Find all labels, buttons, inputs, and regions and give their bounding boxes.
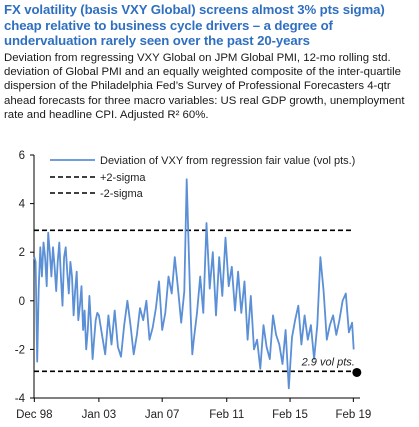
annotation-label: 2.9 vol pts. xyxy=(301,356,355,368)
y-tick-label: 6 xyxy=(19,150,25,162)
legend: Deviation of VXY from regression fair va… xyxy=(50,155,355,200)
series-line xyxy=(33,178,355,390)
legend-entry-plus-2-sigma-label: +2-sigma xyxy=(100,172,146,184)
legend-entry-minus-2-sigma-label: -2-sigma xyxy=(100,188,144,200)
x-tick-label: Feb 19 xyxy=(335,409,371,421)
chart-title: FX volatility (basis VXY Global) screens… xyxy=(4,2,385,48)
y-tick-label: 0 xyxy=(19,296,25,308)
y-tick-label: 4 xyxy=(19,199,26,211)
legend-entry-deviation-label: Deviation of VXY from regression fair va… xyxy=(100,155,355,167)
x-tick-label: Feb 11 xyxy=(209,409,244,421)
y-tick-label: 2 xyxy=(19,247,25,259)
chart-axes: 6 4 2 0 -2 -4 Dec 98 Jan 03 Jan 07 Feb 11 Feb 15 Fe… xyxy=(15,150,371,421)
y-tick-label: -4 xyxy=(15,393,26,405)
y-tick-label: -2 xyxy=(15,344,25,356)
chart-subtitle: Deviation from regressing VXY Global on … xyxy=(4,52,405,121)
x-tick-label: Jan 07 xyxy=(145,409,180,421)
series-group xyxy=(33,178,355,390)
reference-lines xyxy=(34,229,354,373)
x-tick-label: Dec 98 xyxy=(16,409,52,421)
x-tick-label: Jan 03 xyxy=(82,409,117,421)
annotation-marker xyxy=(352,367,362,377)
annotation-group: 2.9 vol pts. xyxy=(301,356,362,377)
x-tick-label: Feb 15 xyxy=(272,409,308,421)
